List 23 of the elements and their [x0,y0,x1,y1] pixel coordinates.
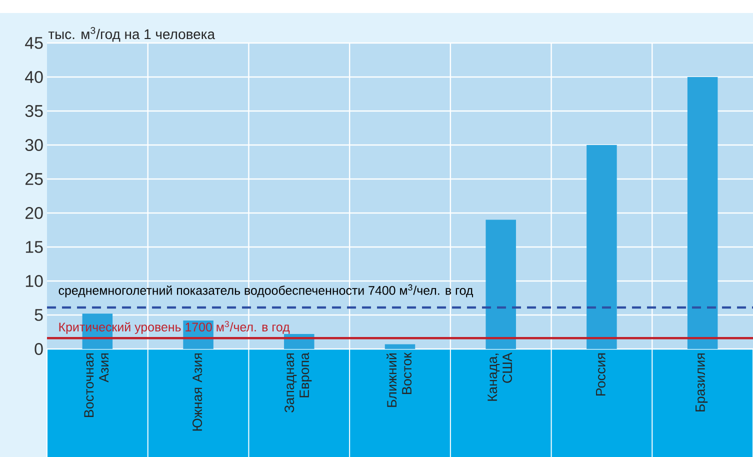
y-tick-label: 10 [26,275,43,287]
y-tick-label: 40 [25,71,43,83]
ref-line-label: среднемноголетний показатель водообеспеченности 7400 м$^{3}$/чел. в год [58,284,474,298]
x-tick-label: Южная Азия [192,353,202,431]
y-tick-label: 35 [25,105,43,117]
y-tick-label: 0 [34,343,43,355]
bar [687,77,718,349]
x-tick-label: Ближний Восток [386,352,412,407]
y-tick-label: 30 [25,139,43,151]
x-tick-label: Бразилия [696,353,708,412]
x-tick-label: Канада, США [488,352,512,401]
y-tick-label: 5 [34,309,43,321]
x-tick-label: Восточная Азия [84,353,109,417]
bar [384,344,416,349]
y-axis-title: тыс. м$^{3}$/год на 1 человека [48,27,216,42]
x-tick-label: Россия [596,353,606,396]
y-tick-label: 15 [26,241,43,253]
y-tick-label: 25 [26,173,43,185]
y-tick-label: 20 [26,207,43,219]
y-tick-label: 45 [25,37,43,49]
bar [586,145,617,349]
x-tick-label: Западная Европа [284,352,312,412]
bar [486,220,516,349]
